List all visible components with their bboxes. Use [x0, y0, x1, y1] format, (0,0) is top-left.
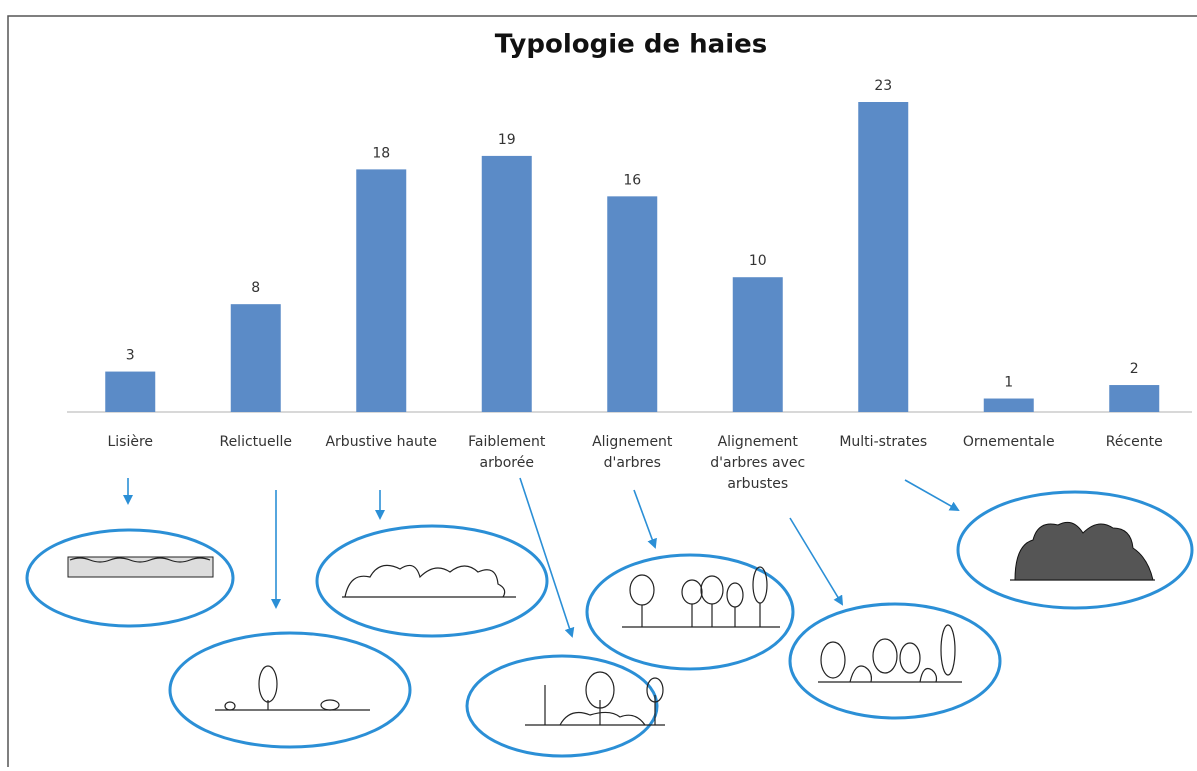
data-label: 18: [372, 145, 390, 161]
bar: [482, 156, 532, 412]
background: [0, 0, 1197, 767]
chart-title: Typologie de haies: [495, 30, 767, 60]
data-label: 8: [251, 280, 260, 296]
bar: [105, 372, 155, 412]
bar: [858, 102, 908, 412]
x-tick-label: Relictuelle: [219, 434, 292, 450]
data-label: 10: [749, 253, 767, 269]
x-tick-label: Ornementale: [963, 434, 1055, 450]
data-label: 1: [1004, 375, 1013, 391]
x-tick-label: Arbustive haute: [325, 434, 437, 450]
data-label: 19: [498, 132, 516, 148]
bar: [733, 277, 783, 412]
data-label: 2: [1130, 361, 1139, 377]
bar: [607, 196, 657, 412]
chart: Typologie de haies 3 Lisière 8 Relictuelle 1…: [0, 0, 1197, 767]
x-tick-label: Multi-strates: [839, 434, 927, 450]
data-label: 16: [623, 172, 641, 188]
x-tick-label: Lisière: [107, 434, 153, 450]
data-label: 23: [874, 78, 892, 94]
bar: [231, 304, 281, 412]
bar: [1109, 385, 1159, 412]
x-tick-label: Récente: [1106, 434, 1163, 450]
bar: [356, 169, 406, 412]
data-label: 3: [126, 348, 135, 364]
bar: [984, 399, 1034, 412]
